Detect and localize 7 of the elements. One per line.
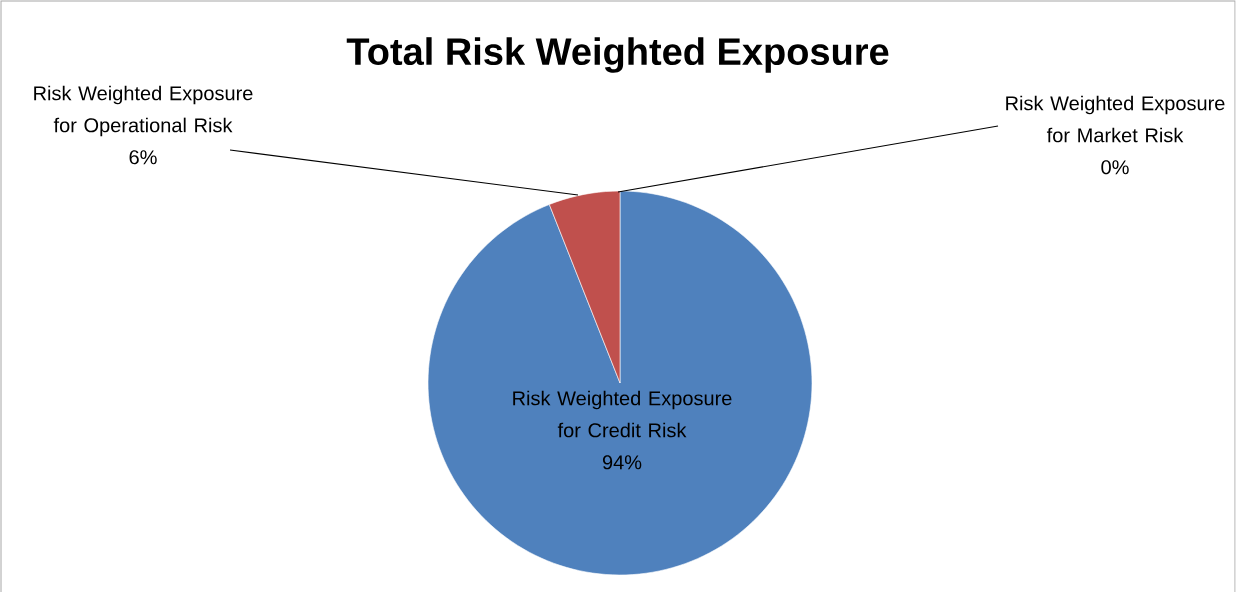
- slice-label: Risk Weighted Exposure for Operational Risk: [34, 85, 253, 137]
- slice-label: Risk Weighted Exposure for Credit Risk: [513, 390, 732, 438]
- category-label: Risk Weighted Exposure for Market Risk: [1006, 95, 1225, 143]
- data-label: 94%: [602, 455, 642, 470]
- text: 0%: [1101, 160, 1129, 175]
- data-label: 6%: [129, 150, 157, 165]
- chart-title: Total Risk Weighted Exposure: [346, 37, 889, 74]
